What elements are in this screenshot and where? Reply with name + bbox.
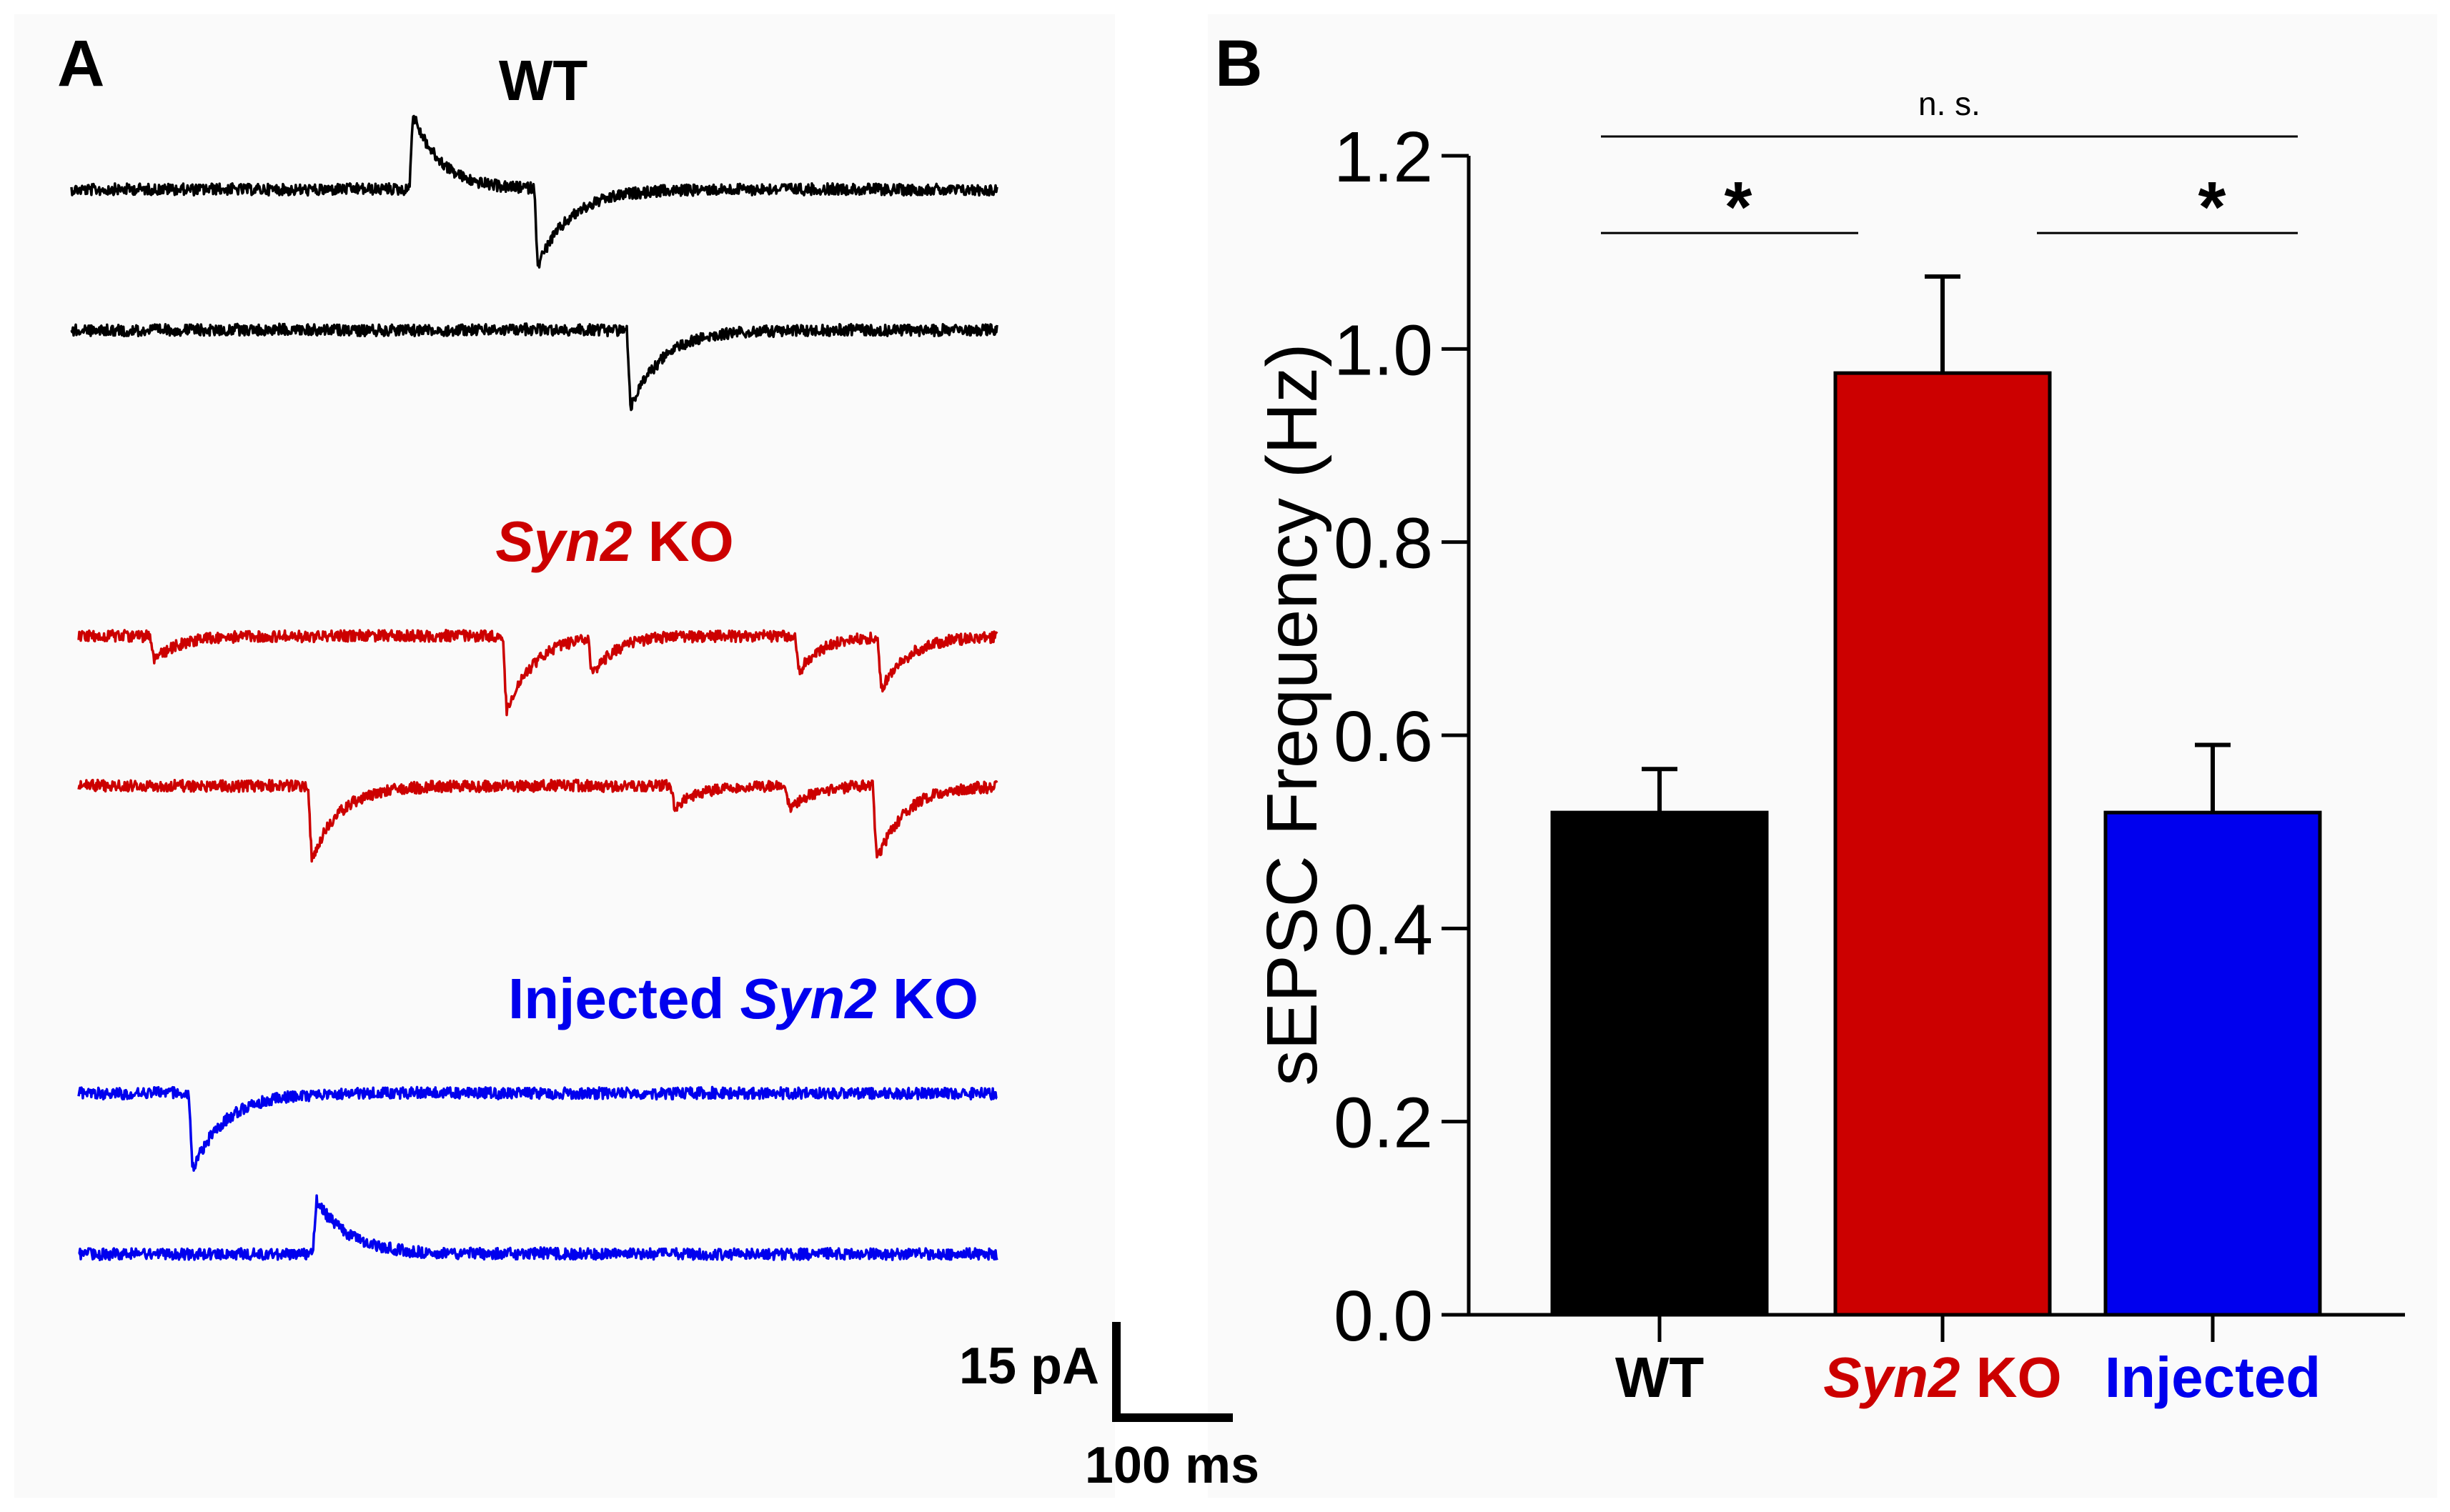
label-part: WT (1615, 1346, 1705, 1409)
bar (2103, 810, 2322, 1317)
y-axis-label: sEPSC Frequency (Hz) (1252, 343, 1332, 1085)
label-part: Injected (508, 967, 740, 1030)
trace-group-wt: WT (70, 49, 998, 412)
y-tick-label: 1.2 (1334, 117, 1433, 197)
scale-bar: 15 pA 100 ms (959, 1322, 1259, 1494)
y-tick-label: 0.6 (1334, 697, 1433, 777)
trace-group-ko: Syn2 KO (77, 509, 998, 863)
panel-b-letter: B (1215, 27, 1262, 100)
significance-label: * (1725, 167, 1752, 247)
scale-bar-y-label: 15 pA (959, 1338, 1099, 1395)
y-tick-label: 0.4 (1334, 890, 1433, 970)
label-part: Syn2 (495, 509, 632, 573)
trace-injected-2 (78, 1194, 998, 1262)
trace-injected-1 (77, 1085, 998, 1172)
trace-ko-2 (77, 778, 998, 863)
panel-b-chart: B sEPSC Frequency (Hz) 0.0 0.2 0.4 0.6 0.8 1.… (1215, 27, 2405, 1409)
trace-wt-1 (70, 114, 998, 269)
label-part: Syn2 (1823, 1346, 1960, 1409)
x-tick-label: Injected (2105, 1346, 2321, 1409)
label-part: KO (632, 509, 733, 573)
trace-label-ko: Syn2 KO (495, 509, 733, 573)
trace-label-injected: Injected Syn2 KO (508, 967, 978, 1030)
trace-label-wt: WT (499, 49, 588, 112)
trace-group-injected: Injected Syn2 KO (77, 967, 998, 1262)
label-part: KO (877, 967, 978, 1030)
x-tick-label: WT (1615, 1346, 1705, 1409)
label-part: Syn2 (740, 967, 877, 1030)
bar (1833, 371, 2052, 1317)
label-part: Injected (2105, 1346, 2321, 1409)
bar (1550, 810, 1769, 1317)
scale-bar-x-label: 100 ms (1085, 1437, 1259, 1494)
y-tick-label: 1.0 (1334, 310, 1433, 390)
significance-label: * (2198, 167, 2226, 247)
y-tick-label: 0.8 (1334, 504, 1433, 584)
significance-label: n. s. (1918, 85, 1980, 122)
y-tick-label: 0.0 (1334, 1276, 1433, 1356)
trace-wt-2 (70, 322, 998, 412)
y-tick-label: 0.2 (1334, 1083, 1433, 1163)
x-tick-label: Syn2 KO (1823, 1346, 2061, 1409)
trace-ko-1 (77, 629, 998, 717)
label-part: KO (1960, 1346, 2061, 1409)
label-part: WT (499, 49, 588, 112)
panel-a-letter: A (57, 27, 104, 100)
